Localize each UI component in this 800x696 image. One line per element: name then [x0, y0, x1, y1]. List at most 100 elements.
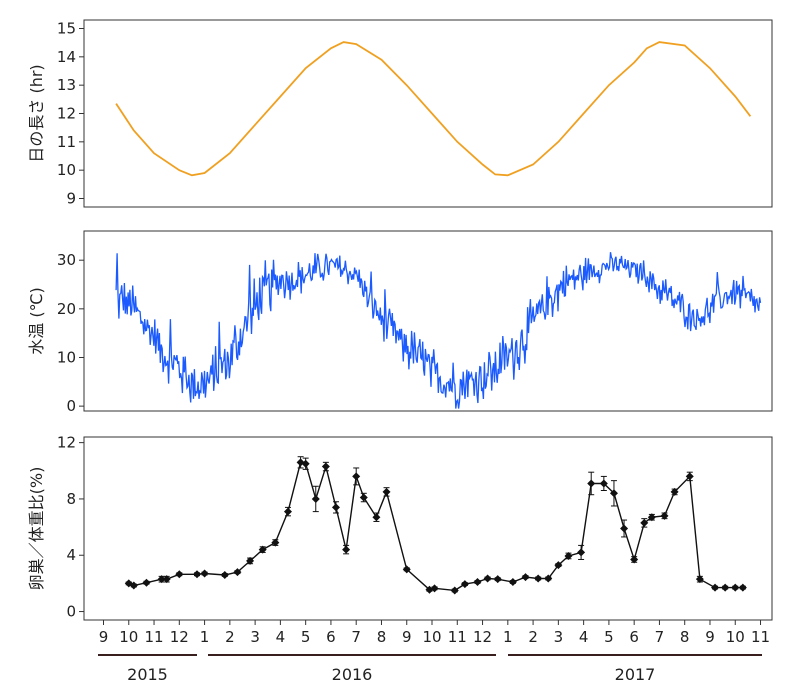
ovary-ratio-ytick-label: 8: [66, 490, 76, 508]
data-point: [685, 472, 694, 481]
data-point: [577, 548, 586, 557]
data-point: [246, 556, 255, 565]
daylength-ytick-label: 13: [57, 76, 76, 94]
ovary-ratio-ylabel: 卵巣／体重比(%): [27, 467, 46, 591]
xtick-label: 8: [680, 628, 690, 646]
xtick-label: 9: [99, 628, 109, 646]
data-point: [430, 584, 439, 593]
data-point: [283, 507, 292, 516]
xtick-label: 12: [170, 628, 189, 646]
xtick-label: 6: [629, 628, 639, 646]
xtick-label: 3: [554, 628, 564, 646]
data-point: [321, 462, 330, 471]
daylength-ylabel: 日の長さ (hr): [27, 64, 46, 162]
daylength-ytick-label: 9: [66, 190, 76, 208]
data-point: [192, 570, 201, 579]
daylength-ytick-label: 14: [57, 48, 76, 66]
xtick-label: 5: [301, 628, 311, 646]
water-temp-line: [115, 252, 762, 409]
daylength-ytick-label: 11: [57, 133, 76, 151]
data-point: [450, 586, 459, 595]
data-point: [609, 489, 618, 498]
data-point: [483, 574, 492, 583]
data-point: [200, 569, 209, 578]
data-point: [620, 524, 629, 533]
xtick-label: 4: [276, 628, 286, 646]
ovary-ratio-line: [128, 461, 743, 592]
xtick-label: 10: [422, 628, 441, 646]
xtick-label: 11: [448, 628, 467, 646]
data-point: [647, 513, 656, 522]
xtick-label: 2: [528, 628, 538, 646]
daylength-ytick-label: 10: [57, 161, 76, 179]
xtick-label: 7: [655, 628, 665, 646]
data-point: [508, 577, 517, 586]
data-point: [157, 575, 166, 584]
data-point: [301, 459, 310, 468]
xtick-label: 11: [751, 628, 770, 646]
data-point: [372, 513, 381, 522]
data-point: [721, 583, 730, 592]
water-temp-ytick-label: 10: [57, 348, 76, 366]
xtick-label: 9: [402, 628, 412, 646]
data-point: [382, 487, 391, 496]
data-point: [162, 575, 171, 584]
data-point: [258, 545, 267, 554]
xtick-label: 2: [225, 628, 235, 646]
data-point: [640, 518, 649, 527]
xtick-label: 1: [503, 628, 513, 646]
xtick-label: 6: [326, 628, 336, 646]
daylength-line: [115, 41, 752, 177]
data-point: [731, 583, 740, 592]
data-point: [311, 494, 320, 503]
data-point: [352, 472, 361, 481]
data-point: [233, 568, 242, 577]
xtick-label: 4: [579, 628, 589, 646]
water-temp-ytick-label: 20: [57, 300, 76, 318]
water-temp-panel: 0 10 20 30 水温 (℃): [27, 230, 773, 415]
data-point: [142, 578, 151, 587]
xtick-label: 5: [604, 628, 614, 646]
year-label: 2015: [127, 665, 168, 684]
ovary-ratio-ytick-label: 0: [66, 603, 76, 621]
data-point: [359, 493, 368, 502]
daylength-ytick-label: 12: [57, 105, 76, 123]
data-point: [521, 573, 530, 582]
year-label: 2016: [332, 665, 373, 684]
water-temp-frame: [83, 230, 773, 412]
data-point: [331, 503, 340, 512]
ovary-ratio-frame: [83, 436, 773, 621]
xtick-label: 8: [377, 628, 387, 646]
ovary-ratio-ytick-label: 4: [66, 546, 76, 564]
data-point: [175, 570, 184, 579]
year-label: 2017: [615, 665, 656, 684]
data-point: [220, 570, 229, 579]
water-temp-ylabel: 水温 (℃): [27, 287, 46, 355]
xtick-label: 12: [473, 628, 492, 646]
data-point: [554, 561, 563, 570]
xtick-label: 10: [119, 628, 138, 646]
data-point: [402, 565, 411, 574]
xtick-label: 7: [351, 628, 361, 646]
data-point: [564, 551, 573, 560]
data-point: [587, 479, 596, 488]
daylength-ytick-label: 15: [57, 20, 76, 38]
xtick-label: 3: [250, 628, 260, 646]
data-point: [460, 580, 469, 589]
data-point: [544, 574, 553, 583]
daylength-frame: [83, 19, 773, 208]
data-point: [129, 581, 138, 590]
xtick-label: 10: [726, 628, 745, 646]
daylength-panel: 9 10 11 12 13 14 15 日の長さ (hr): [27, 19, 773, 208]
water-temp-ytick-label: 30: [57, 251, 76, 269]
xtick-label: 1: [200, 628, 210, 646]
data-point: [630, 555, 639, 564]
data-point: [599, 479, 608, 488]
water-temp-ytick-label: 0: [66, 397, 76, 415]
data-point: [342, 545, 351, 554]
xtick-label: 11: [144, 628, 163, 646]
data-point: [738, 583, 747, 592]
data-point: [711, 583, 720, 592]
